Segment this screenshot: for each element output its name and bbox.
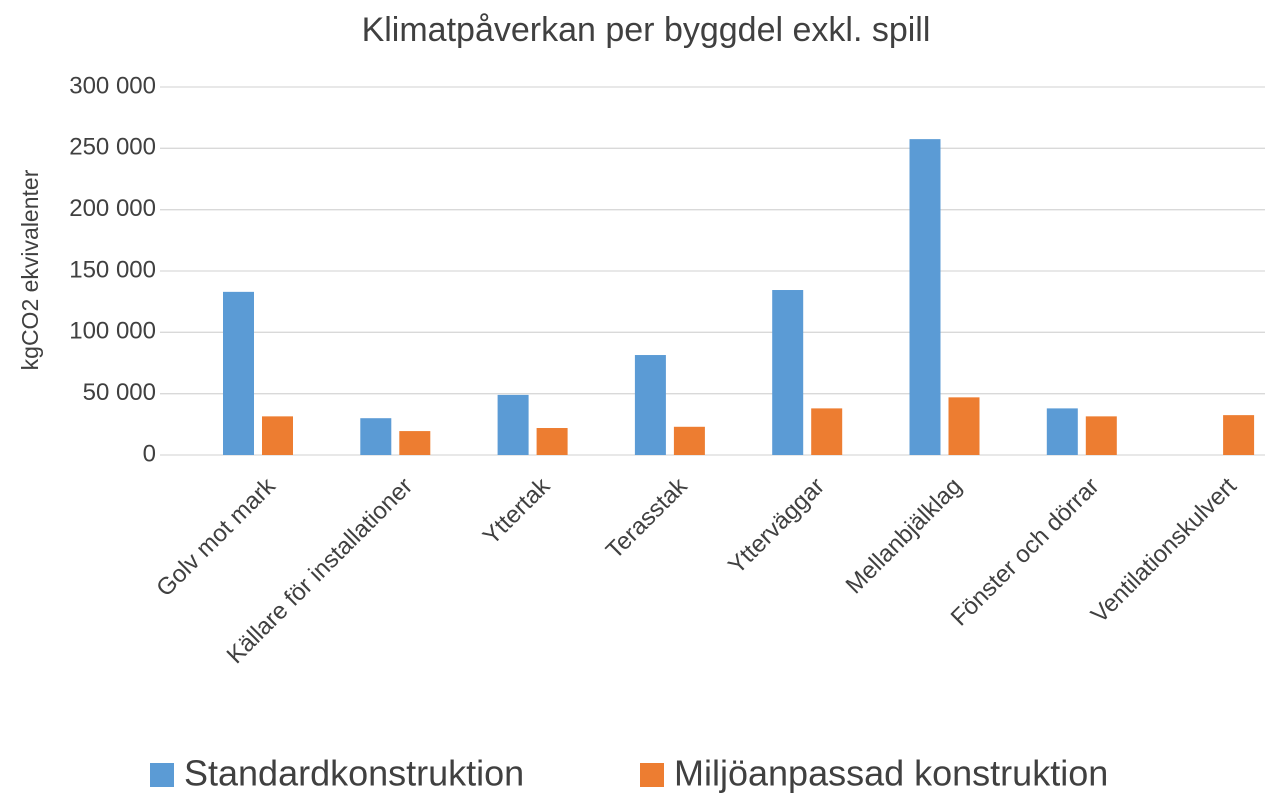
bar: [497, 394, 529, 455]
chart-title: Klimatpåverkan per byggdel exkl. spill: [362, 11, 931, 49]
bar: [262, 416, 293, 455]
bar: [948, 397, 980, 455]
y-tick-label: 50 000: [83, 379, 156, 406]
bar: [1085, 416, 1117, 455]
bar: [772, 290, 804, 455]
bar: [673, 426, 705, 455]
legend-swatch: [150, 763, 174, 787]
x-tick-label: Mellanbjälklag: [841, 473, 968, 600]
bar: [1223, 415, 1255, 455]
bar: [536, 428, 568, 455]
legend-label: Miljöanpassad konstruktion: [674, 753, 1108, 794]
x-tick-label: Yttertak: [478, 472, 556, 550]
bar: [223, 291, 254, 455]
x-tick-label: Fönster och dörrar: [946, 473, 1105, 632]
bar: [1046, 408, 1078, 455]
y-tick-label: 300 000: [69, 72, 156, 99]
y-axis-label: kgCO2 ekvivalenter: [17, 169, 43, 370]
bar: [634, 355, 666, 455]
bar: [360, 418, 392, 455]
x-tick-label: Golv mot mark: [151, 472, 281, 602]
legend-swatch: [640, 763, 664, 787]
bar: [399, 431, 431, 455]
y-tick-label: 200 000: [69, 195, 156, 222]
x-tick-label: Ytterväggar: [723, 473, 830, 580]
x-tick-label: Terasstak: [601, 472, 693, 564]
x-tick-label: Ventilationskulvert: [1086, 472, 1242, 628]
legend-label: Standardkonstruktion: [184, 753, 524, 794]
y-tick-label: 0: [143, 440, 156, 467]
y-tick-label: 100 000: [69, 318, 156, 345]
y-tick-label: 250 000: [69, 134, 156, 161]
y-tick-label: 150 000: [69, 256, 156, 283]
bar: [909, 139, 941, 455]
bar: [811, 408, 843, 455]
